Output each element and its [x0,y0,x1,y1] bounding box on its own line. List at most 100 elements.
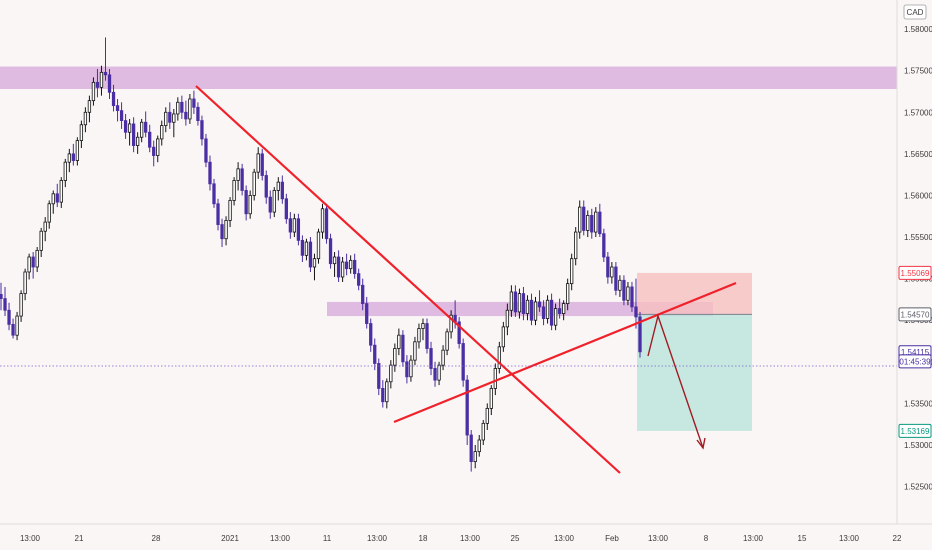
candle [489,385,493,416]
candle [236,162,240,191]
candle-body [7,309,11,325]
candle-body [111,91,116,107]
x-tick-label: 11 [323,534,332,543]
candle-body [533,301,538,321]
candle [11,318,15,339]
price-tag-label: 1.54570 [901,310,930,319]
candle [465,375,469,445]
candle [405,355,409,384]
drawings-layer[interactable] [195,85,737,474]
candle [517,288,522,319]
candle [638,311,642,358]
candle-body [144,121,148,133]
candle [59,177,63,208]
candle-body [610,266,614,278]
x-tick-label: 13:00 [839,534,860,543]
zones-layer [0,66,897,317]
candle [461,338,465,387]
ascending-trendline[interactable] [393,281,737,424]
take-profit-zone[interactable] [637,314,752,431]
candle [344,253,349,276]
candle [119,102,124,129]
candle [15,311,19,341]
x-tick-label: 28 [152,534,161,543]
candle [541,300,546,326]
candle [493,363,497,396]
descending-trendline[interactable] [195,85,621,474]
candle [95,69,100,98]
candle-body [541,306,546,319]
candle [421,318,425,341]
candle-body [119,110,124,122]
candle-body [521,293,526,314]
candle-body [457,321,461,344]
candle-body [570,258,574,285]
price-tag-box [898,307,932,322]
candle [288,212,293,239]
x-tick-label: 13:00 [20,534,41,543]
candle-body [123,120,128,133]
candle-body [389,364,393,383]
candle-body [296,218,301,241]
price-tag-label: 1.53169 [901,427,930,436]
candle [578,200,582,239]
candle-body [168,111,172,123]
candle-body [369,323,373,346]
candle [280,175,284,204]
candle [533,296,538,326]
candle [244,185,248,221]
candle-body [176,101,180,115]
candle-body [385,381,389,403]
candle-body [200,120,204,140]
x-tick-label: 13:00 [460,534,481,543]
candle-body [244,190,248,215]
candle [622,275,626,306]
candle [200,115,204,146]
candle-body [284,198,288,220]
price-tag-label: 01:45:39 [899,357,931,366]
candle [292,213,297,238]
y-tick-label: 1.56000 [904,191,932,200]
candle [212,178,216,208]
candle [529,293,534,326]
position-tool[interactable] [637,272,752,431]
candle-body [208,161,212,185]
candle [115,98,120,122]
stop-loss-zone[interactable] [637,272,752,315]
price-tag-box [898,265,932,280]
candle-body [529,299,534,321]
supply-zone[interactable] [0,66,897,89]
candle-body [164,111,168,126]
candle [586,210,590,238]
candle [248,190,252,219]
candle-body [501,326,506,348]
candle-body [622,279,626,301]
projection-arrow-path[interactable] [647,313,704,449]
candle-body [184,111,188,120]
x-tick-label: 13:00 [648,534,669,543]
candle-body [381,388,385,403]
candle-body [51,193,55,205]
candle-body [626,286,630,301]
candle [409,355,413,382]
time-scale[interactable]: 13:00 21 28 2021 13:00 11 13:00 18 13:00 25 13:00 F… [0,523,932,543]
candle-body [252,171,256,196]
candle [397,328,401,356]
candle-body [336,256,341,278]
price-tag: 01:45:39 [898,354,932,369]
price-scale[interactable]: CAD 1.525001.530001.535001.540001.545001… [896,0,932,524]
candle [373,338,377,371]
candle-body [417,328,421,343]
candle [87,95,92,123]
candle-body [39,230,43,251]
candle-body [47,203,51,223]
x-tick-label: 8 [704,534,709,543]
price-tag: 1.55069 [898,265,932,280]
candle-body [224,220,228,240]
candle-body [288,218,293,233]
candle-body [421,323,425,329]
candle [357,268,361,291]
candle-body [630,286,634,308]
